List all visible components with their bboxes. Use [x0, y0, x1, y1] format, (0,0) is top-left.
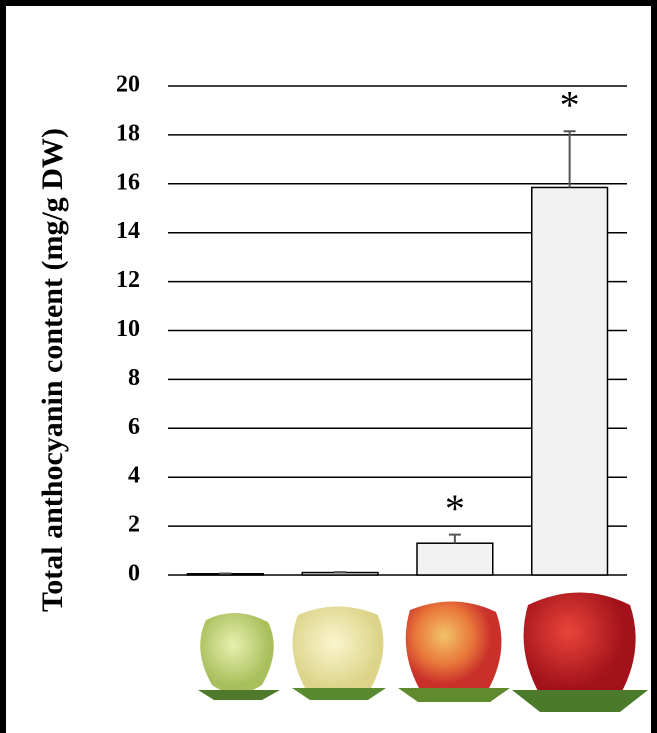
y-tick-label: 14: [116, 218, 140, 244]
y-tick-label: 4: [128, 463, 140, 489]
error-bar: [564, 131, 576, 187]
y-tick-label: 18: [116, 120, 140, 146]
y-tick-label: 20: [116, 72, 140, 98]
chart: Total anthocyanin content (mg/g DW) 0 2 4 6…: [0, 0, 657, 733]
y-tick-label: 0: [128, 561, 140, 587]
bar: [417, 543, 493, 575]
y-tick-label: 2: [128, 512, 140, 538]
y-tick-label: 12: [116, 267, 140, 293]
y-tick-label: 6: [128, 414, 140, 440]
bar: [532, 187, 608, 575]
error-bar: [449, 535, 461, 544]
y-tick-label: 16: [116, 169, 140, 195]
y-axis-label: Total anthocyanin content (mg/g DW): [36, 128, 69, 612]
significance-mark: *: [560, 82, 580, 127]
y-tick-label: 10: [116, 316, 140, 342]
fruit-images: [198, 593, 648, 713]
y-tick-label: 8: [128, 365, 140, 391]
significance-mark: *: [445, 486, 465, 531]
